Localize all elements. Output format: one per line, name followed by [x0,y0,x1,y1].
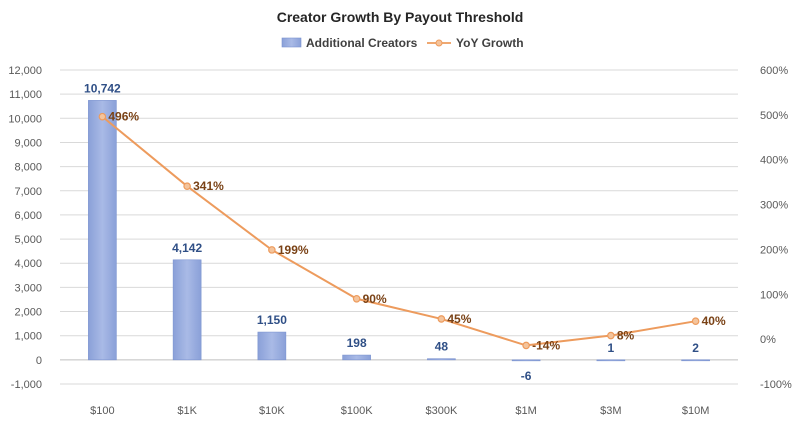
line-value-label: 199% [278,243,309,257]
left-axis-tick-label: -1,000 [11,379,42,391]
left-axis-tick-label: 2,000 [14,307,42,319]
left-axis-tick-label: 5,000 [14,234,42,246]
line-marker [98,112,107,121]
legend-bar-swatch [281,37,302,48]
right-axis-tick-label: 600% [760,65,788,77]
chart-title: Creator Growth By Payout Threshold [277,9,524,25]
line-marker [268,246,276,254]
legend: Additional Creators YoY Growth [281,36,524,50]
left-axis-tick-label: 11,000 [9,89,42,101]
bar [88,100,117,361]
line-value-label: 8% [617,329,635,343]
left-axis-tick-label: 10,000 [8,113,42,125]
bar-value-label: 2 [692,341,699,355]
line-value-label: -14% [532,338,560,352]
line-series [98,112,700,350]
right-axis-tick-label: 0% [760,334,776,346]
right-axis-tick-label: 200% [760,244,788,256]
left-axis-tick-label: 7,000 [14,186,42,198]
right-axis-tick-label: 300% [760,200,788,212]
bar-series [88,100,710,362]
x-axis-tick-label: $10M [682,405,710,417]
data-labels: 10,742 4,142 1,150 198 48 -6 1 2 496% 341% 199% 90%… [84,81,726,382]
right-axis: -100% 0% 100% 200% 300% 400% 500% 600% [760,65,792,391]
legend-line-label: YoY Growth [456,36,524,50]
right-axis-tick-label: 500% [760,110,788,122]
bar [257,331,287,361]
left-axis-tick-label: 1,000 [14,331,42,343]
line-value-label: 40% [702,314,726,328]
left-axis-tick-label: 9,000 [14,137,42,149]
left-axis-tick-label: 8,000 [14,162,42,174]
bar [342,354,371,361]
bar [596,359,626,362]
right-axis-tick-label: 100% [760,289,788,301]
line-value-label: 496% [108,110,139,124]
right-axis-tick-label: 400% [760,155,788,167]
yoy-growth-line [101,115,696,347]
x-axis-tick-label: $100 [90,405,114,417]
bar-value-label: 1,150 [257,313,287,327]
line-marker [183,182,191,190]
x-axis-tick-label: $3M [600,405,621,417]
line-marker [437,315,446,323]
right-axis-tick-label: -100% [760,379,792,391]
left-axis-tick-label: 6,000 [14,210,42,222]
left-axis: -1,000 0 1,000 2,000 3,000 4,000 5,000 6,000 7,0… [8,65,42,391]
bar [427,358,456,361]
line-value-label: 341% [193,179,224,193]
line-value-label: 90% [363,292,387,306]
left-axis-tick-label: 12,000 [8,65,42,77]
line-marker [522,341,530,350]
x-axis-tick-label: $10K [259,405,285,417]
legend-bar-label: Additional Creators [306,36,418,50]
legend-line-marker [435,39,443,47]
gridlines [60,69,738,385]
x-axis-tick-label: $1M [515,405,536,417]
bar-value-label: 4,142 [172,241,202,255]
bar-value-label: -6 [521,369,532,383]
bar-value-label: 10,742 [84,81,121,95]
left-axis-tick-label: 4,000 [14,258,42,270]
x-axis-tick-label: $300K [425,405,457,417]
bar-value-label: 1 [608,341,615,355]
line-value-label: 45% [447,312,471,326]
x-axis-tick-label: $1K [177,405,197,417]
line-marker [352,294,361,303]
bar-value-label: 198 [347,336,367,350]
left-axis-tick-label: 3,000 [14,282,42,294]
bar-value-label: 48 [435,340,449,354]
bar [511,359,541,362]
line-marker [691,317,700,326]
bar [172,259,202,361]
x-axis: $100 $1K $10K $100K $300K $1M $3M $10M [90,405,709,417]
line-marker [607,331,615,340]
x-axis-tick-label: $100K [341,405,373,417]
left-axis-tick-label: 0 [36,355,42,367]
bar [681,359,710,362]
